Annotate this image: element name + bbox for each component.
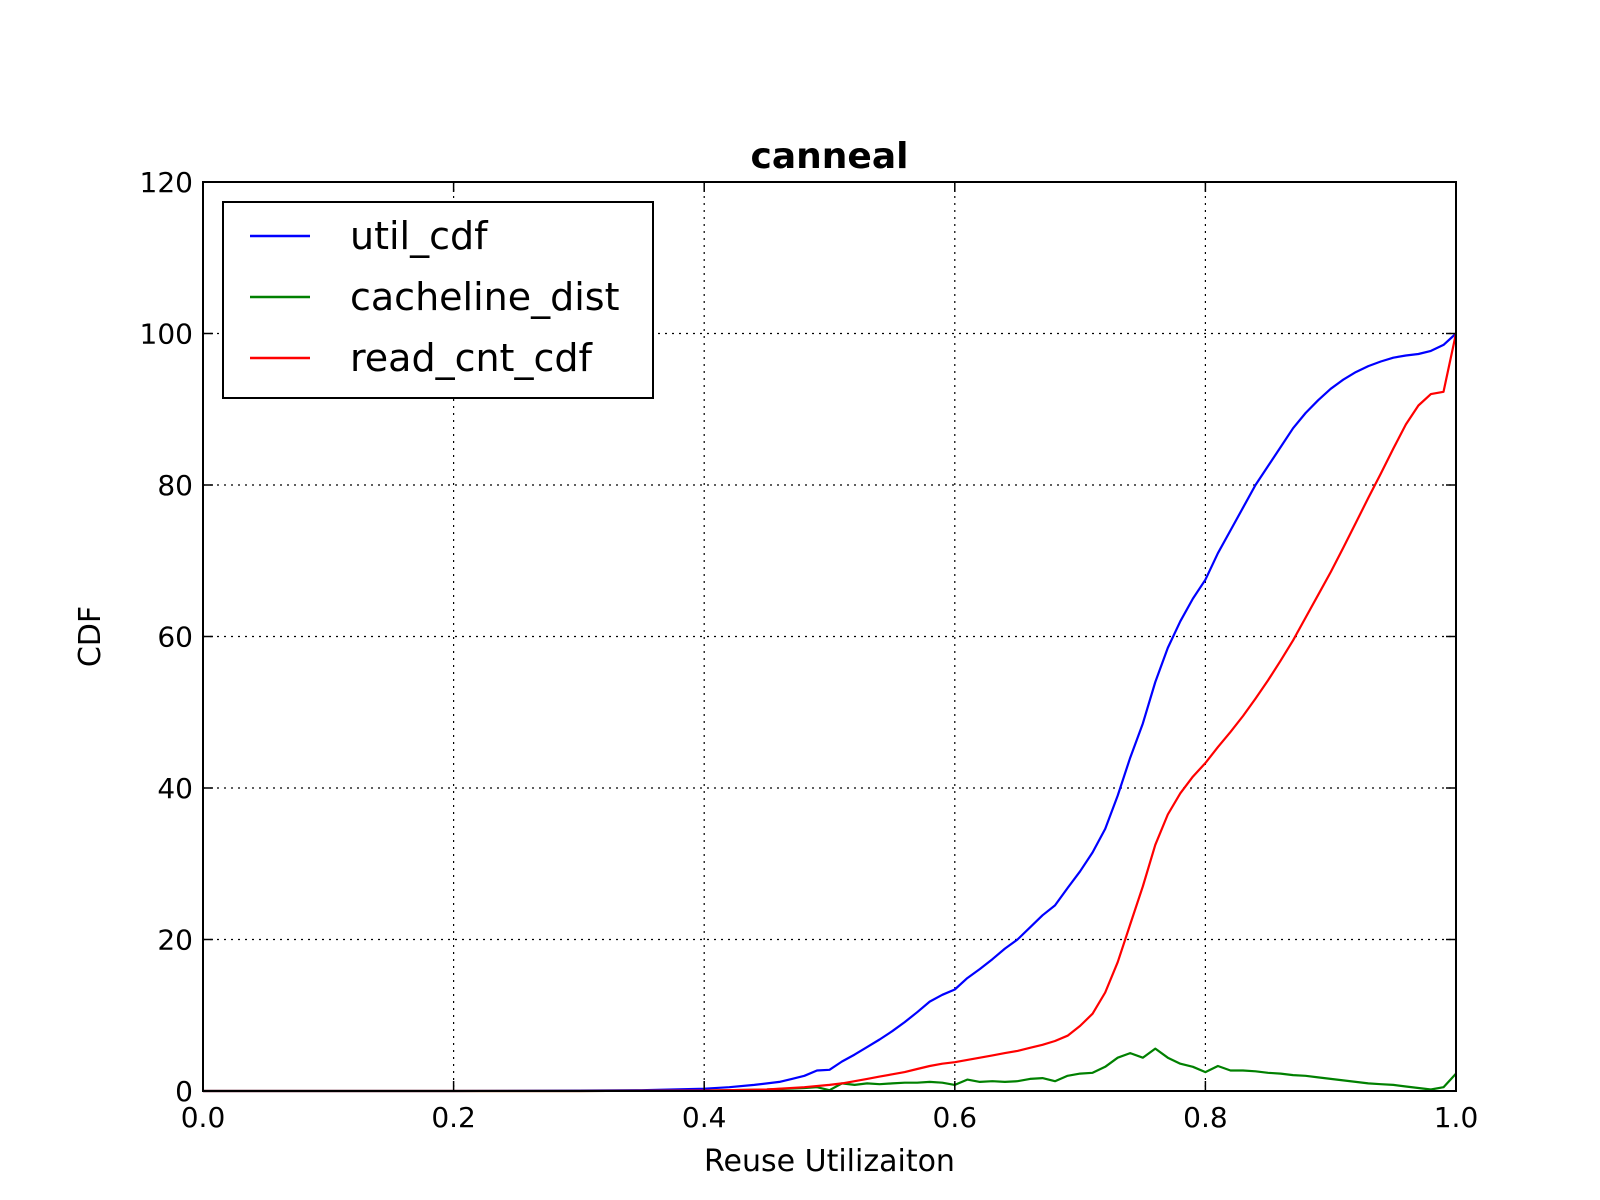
y-tick-label: 120 [140, 166, 193, 199]
legend: util_cdf cacheline_dist read_cnt_cdf [222, 201, 654, 399]
y-tick-label: 0 [175, 1075, 193, 1108]
y-tick-label: 40 [157, 772, 193, 805]
x-tick-label: 0.6 [933, 1101, 978, 1134]
y-axis-label: CDF [73, 606, 108, 667]
y-tick-label: 20 [157, 924, 193, 957]
x-tick-label: 0.8 [1183, 1101, 1228, 1134]
series-line-cacheline-dist [203, 1047, 1457, 1093]
axis-ticks: 0.0 0.2 0.4 0.6 0.8 1.0 0 20 40 60 80 100 120 [140, 166, 1479, 1134]
series-lines [203, 332, 1458, 1093]
y-tick-label: 60 [157, 621, 193, 654]
y-tick-label: 100 [140, 318, 193, 351]
x-axis-label: Reuse Utilizaiton [704, 1144, 955, 1179]
x-tick-label: 0.0 [181, 1101, 226, 1134]
series-line-read-cnt-cdf [203, 333, 1458, 1093]
chart-title: canneal [751, 136, 909, 177]
legend-label: util_cdf [350, 214, 489, 258]
legend-label: cacheline_dist [350, 275, 620, 319]
legend-box [222, 201, 654, 399]
x-tick-label: 1.0 [1434, 1101, 1479, 1134]
x-tick-label: 0.2 [431, 1101, 476, 1134]
x-tick-label: 0.4 [682, 1101, 727, 1134]
series-line-util-cdf [203, 332, 1457, 1093]
y-tick-label: 80 [157, 469, 193, 502]
legend-label: read_cnt_cdf [350, 336, 593, 380]
